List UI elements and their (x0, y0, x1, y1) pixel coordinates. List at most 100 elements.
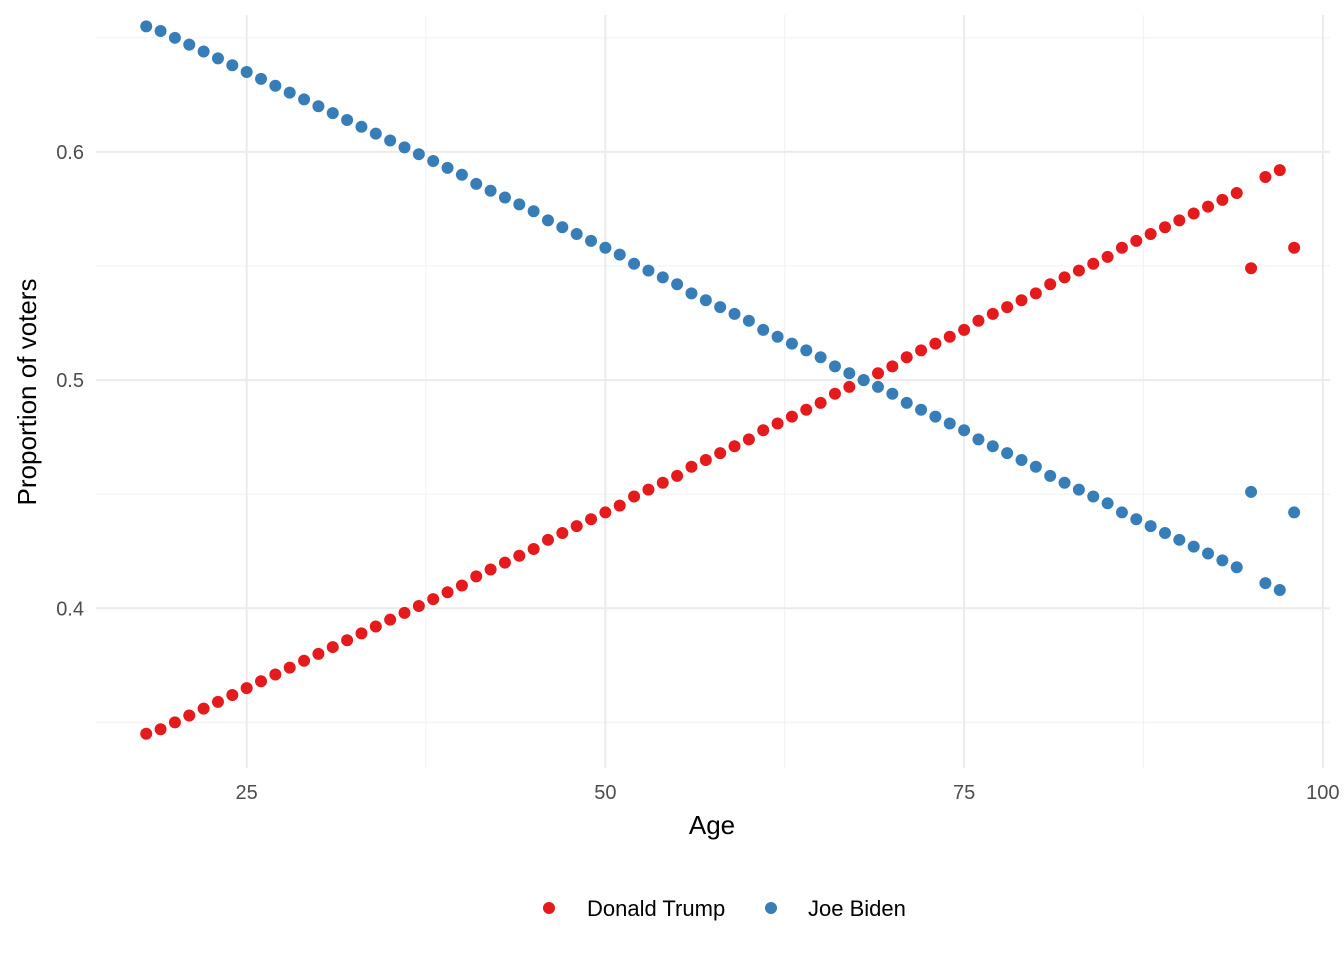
data-point (757, 323, 770, 336)
data-point (498, 556, 511, 569)
data-point (269, 668, 282, 681)
data-point (1115, 241, 1128, 254)
data-point (341, 113, 354, 126)
data-point (699, 453, 712, 466)
data-point (943, 330, 956, 343)
data-point (556, 221, 569, 234)
data-point (183, 709, 196, 722)
data-point (312, 100, 325, 113)
data-point (427, 155, 440, 168)
x-tick-label: 25 (236, 782, 258, 804)
x-axis-title: Age (689, 810, 735, 840)
data-point (785, 410, 798, 423)
data-point (685, 287, 698, 300)
data-point (154, 24, 167, 37)
data-point (140, 20, 153, 33)
series-joe-biden (140, 20, 1301, 597)
data-point (1130, 513, 1143, 526)
data-point (1044, 278, 1057, 291)
data-point (1187, 207, 1200, 220)
data-point (1158, 221, 1171, 234)
data-point (513, 549, 526, 562)
data-point (872, 367, 885, 380)
data-point (484, 563, 497, 576)
data-point (843, 380, 856, 393)
data-point (1087, 257, 1100, 270)
data-point (857, 374, 870, 387)
data-point (441, 161, 454, 174)
data-point (197, 45, 210, 58)
data-point (1288, 506, 1301, 519)
data-point (1058, 476, 1071, 489)
data-point (828, 360, 841, 373)
data-point (1072, 264, 1085, 277)
data-points (140, 20, 1301, 740)
data-point (613, 499, 626, 512)
data-point (441, 586, 454, 599)
data-point (1245, 262, 1258, 275)
data-point (1259, 577, 1272, 590)
data-point (1230, 561, 1243, 574)
data-point (1029, 287, 1042, 300)
y-tick-label: 0.6 (56, 142, 84, 164)
data-point (1087, 490, 1100, 503)
data-point (541, 533, 554, 546)
data-point (1273, 584, 1286, 597)
x-axis-ticks: 25 50 75 100 (236, 782, 1340, 804)
data-point (585, 513, 598, 526)
data-point (326, 641, 339, 654)
legend: Donald Trump Joe Biden (543, 896, 906, 921)
data-point (685, 460, 698, 473)
data-point (570, 520, 583, 533)
data-point (628, 257, 641, 270)
data-point (312, 647, 325, 660)
data-point (283, 661, 296, 674)
data-point (929, 337, 942, 350)
data-point (728, 440, 741, 453)
data-point (1058, 271, 1071, 284)
data-point (642, 483, 655, 496)
data-point (628, 490, 641, 503)
data-point (226, 59, 239, 72)
data-point (599, 241, 612, 254)
data-point (1144, 520, 1157, 533)
data-point (527, 542, 540, 555)
data-point (211, 52, 224, 65)
data-point (384, 613, 397, 626)
data-point (513, 198, 526, 211)
series-donald-trump (140, 164, 1301, 740)
data-point (1130, 234, 1143, 247)
data-point (1288, 241, 1301, 254)
data-point (671, 469, 684, 482)
data-point (800, 403, 813, 416)
data-point (326, 107, 339, 120)
data-point (1015, 294, 1028, 307)
data-point (498, 191, 511, 204)
data-point (211, 695, 224, 708)
data-point (1273, 164, 1286, 177)
data-point (800, 344, 813, 357)
data-point (269, 79, 282, 92)
data-point (1044, 469, 1057, 482)
data-point (470, 177, 483, 190)
data-point (1230, 186, 1243, 199)
data-point (412, 148, 425, 161)
data-point (1115, 506, 1128, 519)
data-point (384, 134, 397, 147)
data-point (900, 396, 913, 409)
data-point (1001, 447, 1014, 460)
legend-key (543, 902, 555, 914)
legend-label: Joe Biden (808, 896, 906, 921)
data-point (1144, 228, 1157, 241)
data-point (355, 120, 368, 133)
data-point (1245, 485, 1258, 498)
data-point (168, 31, 181, 44)
data-point (1001, 301, 1014, 314)
data-point (298, 93, 311, 106)
data-point (427, 593, 440, 606)
data-point (1216, 193, 1229, 206)
data-point (484, 184, 497, 197)
data-point (226, 688, 239, 701)
data-point (455, 579, 468, 592)
